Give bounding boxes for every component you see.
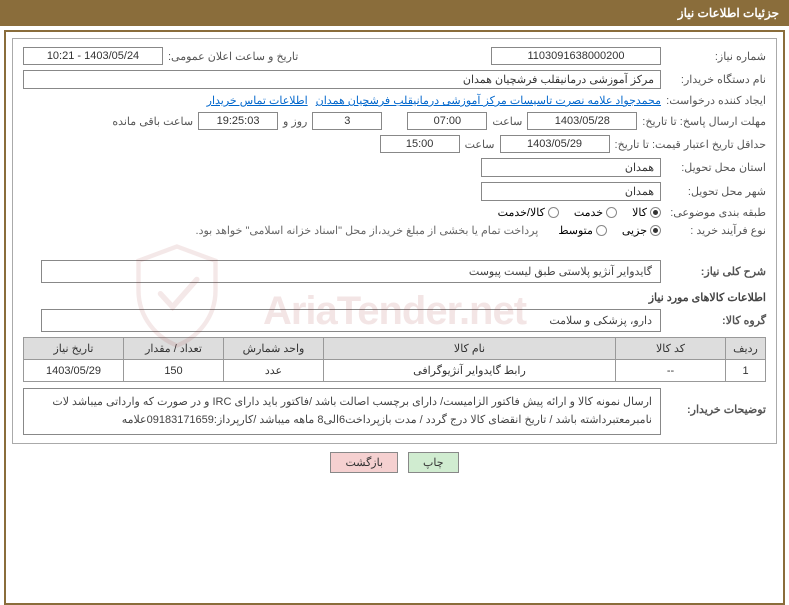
th-qty: تعداد / مقدار xyxy=(124,338,224,360)
payment-note: پرداخت تمام یا بخشی از مبلغ خرید،از محل … xyxy=(196,224,539,237)
radio-kala[interactable]: کالا xyxy=(632,206,661,219)
city-value: همدان xyxy=(481,182,661,201)
footer-buttons: چاپ بازگشت xyxy=(12,452,777,473)
radio-partial[interactable]: جزیی xyxy=(622,224,661,237)
radio-icon xyxy=(606,207,617,218)
radio-kalakhedmat[interactable]: کالا/خدمت xyxy=(498,206,559,219)
row-city: شهر محل تحویل: همدان xyxy=(23,182,766,201)
deadline-time: 07:00 xyxy=(407,112,487,130)
comments-value: ارسال نمونه کالا و ارائه پیش فاکتور الزا… xyxy=(23,388,661,435)
radio-icon xyxy=(548,207,559,218)
row-comments: توضیحات خریدار: ارسال نمونه کالا و ارائه… xyxy=(23,388,766,435)
radio-kala-label: کالا xyxy=(632,206,647,219)
validity-time: 15:00 xyxy=(380,135,460,153)
requester-value[interactable]: محمدجواد علامه نصرت تاسیسات مرکز آموزشی … xyxy=(316,94,661,107)
validity-label: حداقل تاریخ اعتبار قیمت: تا تاریخ: xyxy=(610,138,766,151)
process-label: نوع فرآیند خرید : xyxy=(661,224,766,237)
contact-buyer-link[interactable]: اطلاعات تماس خریدار xyxy=(207,94,308,107)
main-container: AriaTender.net شماره نیاز: 1103091638000… xyxy=(4,30,785,605)
deadline-date: 1403/05/28 xyxy=(527,112,637,130)
announce-value: 1403/05/24 - 10:21 xyxy=(23,47,163,65)
row-validity: حداقل تاریخ اعتبار قیمت: تا تاریخ: 1403/… xyxy=(23,135,766,153)
buyer-value: مرکز آموزشی درمانیقلب فرشچیان همدان xyxy=(23,70,661,89)
general-desc-value: گایدوایر آنژیو پلاستی طبق لیست پیوست xyxy=(41,260,661,283)
requester-label: ایجاد کننده درخواست: xyxy=(661,94,766,107)
validity-date: 1403/05/29 xyxy=(500,135,610,153)
th-row: ردیف xyxy=(726,338,766,360)
time-label-2: ساعت xyxy=(460,138,500,151)
row-group: گروه کالا: دارو، پزشکی و سلامت xyxy=(23,309,766,332)
group-value: دارو، پزشکی و سلامت xyxy=(41,309,661,332)
radio-khedmat-label: خدمت xyxy=(574,206,603,219)
announce-label: تاریخ و ساعت اعلان عمومی: xyxy=(163,50,303,63)
time-label-1: ساعت xyxy=(487,115,527,128)
days-label: روز و xyxy=(278,115,312,128)
td-qty: 150 xyxy=(124,360,224,382)
need-number-label: شماره نیاز: xyxy=(661,50,766,63)
remain-label: ساعت باقی مانده xyxy=(107,115,198,128)
row-province: استان محل تحویل: همدان xyxy=(23,158,766,177)
th-unit: واحد شمارش xyxy=(224,338,324,360)
radio-partial-label: جزیی xyxy=(622,224,647,237)
page-header: جزئیات اطلاعات نیاز xyxy=(0,0,789,26)
radio-medium[interactable]: متوسط xyxy=(558,224,607,237)
city-label: شهر محل تحویل: xyxy=(661,185,766,198)
group-label: گروه کالا: xyxy=(661,314,766,327)
td-code: -- xyxy=(616,360,726,382)
radio-kalakhedmat-label: کالا/خدمت xyxy=(498,206,545,219)
table-header-row: ردیف کد کالا نام کالا واحد شمارش تعداد /… xyxy=(24,338,766,360)
province-value: همدان xyxy=(481,158,661,177)
process-radio-group: جزیی متوسط xyxy=(558,224,661,237)
row-general-desc: شرح کلی نیاز: گایدوایر آنژیو پلاستی طبق … xyxy=(23,260,766,283)
form-panel: شماره نیاز: 1103091638000200 تاریخ و ساع… xyxy=(12,38,777,444)
comments-label: توضیحات خریدار: xyxy=(661,388,766,416)
td-date: 1403/05/29 xyxy=(24,360,124,382)
deadline-label: مهلت ارسال پاسخ: تا تاریخ: xyxy=(637,115,766,128)
table-row: 1 -- رابط گایدوایر آنژیوگرافی عدد 150 14… xyxy=(24,360,766,382)
goods-info-title: اطلاعات کالاهای مورد نیاز xyxy=(23,291,766,304)
td-name: رابط گایدوایر آنژیوگرافی xyxy=(324,360,616,382)
row-need-number: شماره نیاز: 1103091638000200 تاریخ و ساع… xyxy=(23,47,766,65)
row-process: نوع فرآیند خرید : جزیی متوسط پرداخت تمام… xyxy=(23,224,766,237)
radio-icon xyxy=(650,207,661,218)
radio-icon xyxy=(650,225,661,236)
radio-icon xyxy=(596,225,607,236)
category-radio-group: کالا خدمت کالا/خدمت xyxy=(498,206,661,219)
page-title: جزئیات اطلاعات نیاز xyxy=(678,6,779,20)
row-buyer: نام دستگاه خریدار: مرکز آموزشی درمانیقلب… xyxy=(23,70,766,89)
th-code: کد کالا xyxy=(616,338,726,360)
back-button[interactable]: بازگشت xyxy=(330,452,398,473)
goods-table: ردیف کد کالا نام کالا واحد شمارش تعداد /… xyxy=(23,337,766,382)
province-label: استان محل تحویل: xyxy=(661,161,766,174)
td-idx: 1 xyxy=(726,360,766,382)
general-desc-label: شرح کلی نیاز: xyxy=(661,265,766,278)
row-requester: ایجاد کننده درخواست: محمدجواد علامه نصرت… xyxy=(23,94,766,107)
need-number-value: 1103091638000200 xyxy=(491,47,661,65)
category-label: طبقه بندی موضوعی: xyxy=(661,206,766,219)
th-name: نام کالا xyxy=(324,338,616,360)
radio-khedmat[interactable]: خدمت xyxy=(574,206,617,219)
row-category: طبقه بندی موضوعی: کالا خدمت کالا/خدمت xyxy=(23,206,766,219)
row-deadline: مهلت ارسال پاسخ: تا تاریخ: 1403/05/28 سا… xyxy=(23,112,766,130)
print-button[interactable]: چاپ xyxy=(408,452,459,473)
days-value: 3 xyxy=(312,112,382,130)
radio-medium-label: متوسط xyxy=(558,224,593,237)
td-unit: عدد xyxy=(224,360,324,382)
buyer-label: نام دستگاه خریدار: xyxy=(661,73,766,86)
th-date: تاریخ نیاز xyxy=(24,338,124,360)
remain-time: 19:25:03 xyxy=(198,112,278,130)
